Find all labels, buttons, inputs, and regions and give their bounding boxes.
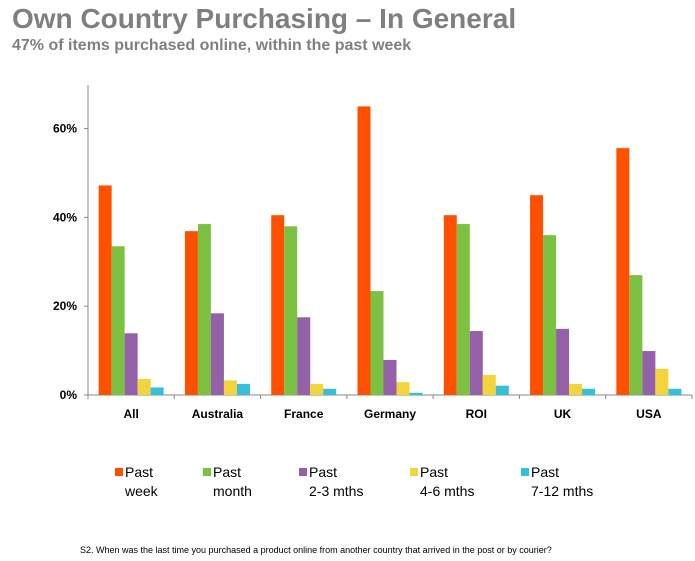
y-tick-label: 20%: [53, 299, 77, 313]
bar: [569, 383, 583, 395]
legend-swatch: [299, 468, 307, 476]
bar: [443, 215, 457, 395]
bar: [668, 388, 682, 395]
legend-swatch: [203, 468, 211, 476]
bar: [396, 382, 410, 395]
bar: [383, 359, 397, 395]
x-tick-label: UK: [554, 407, 572, 421]
plot-area: 0% 20% 40% 60% All Australia France Germany ROI U…: [53, 85, 693, 421]
bar: [642, 351, 656, 395]
bar: [98, 185, 112, 395]
bar: [137, 379, 151, 395]
bar: [357, 106, 371, 396]
legend-swatch: [410, 468, 418, 476]
bar: [469, 331, 483, 395]
legend-label: month: [213, 483, 252, 499]
bar: [495, 385, 509, 395]
bar: [236, 383, 250, 395]
x-tick-label: Australia: [192, 407, 244, 421]
y-tick-label: 40%: [53, 210, 77, 224]
bar: [210, 313, 224, 395]
bar: [409, 392, 423, 395]
bar: [556, 328, 570, 395]
bar: [310, 383, 324, 395]
bar: [323, 388, 337, 395]
legend-swatch: [115, 468, 123, 476]
bar: [111, 246, 125, 395]
x-tick-label: France: [284, 407, 324, 421]
footnote: S2. When was the last time you purchased…: [80, 545, 552, 555]
legend-label: Past: [125, 464, 153, 480]
y-tick-label: 0%: [60, 388, 78, 402]
bar: [223, 380, 237, 395]
legend-label: week: [124, 483, 159, 499]
bar: [543, 235, 557, 395]
legend-label: 2-3 mths: [309, 483, 363, 499]
bar: [271, 215, 285, 395]
bar: [482, 375, 496, 395]
legend-label: 7-12 mths: [531, 483, 593, 499]
legend-label: 4-6 mths: [420, 483, 474, 499]
bar: [184, 231, 198, 395]
bar: [370, 291, 384, 395]
bar: [284, 226, 298, 395]
bar: [297, 317, 311, 395]
x-tick-label: Germany: [364, 407, 416, 421]
legend: Past week Past month Past 2-3 mths Past 4-6 mth…: [115, 464, 593, 499]
legend-swatch: [521, 468, 529, 476]
bar: [629, 275, 643, 395]
bar: [655, 368, 669, 395]
bar: [616, 148, 630, 395]
legend-label: Past: [213, 464, 241, 480]
bar: [456, 224, 470, 395]
bar: [197, 224, 211, 395]
x-tick-label: USA: [636, 407, 662, 421]
bar: [124, 333, 138, 395]
chart-title: Own Country Purchasing – In General: [12, 3, 516, 34]
bar: [582, 388, 596, 395]
y-tick-label: 60%: [53, 122, 77, 136]
chart-subtitle: 47% of items purchased online, within th…: [12, 37, 411, 54]
legend-label: Past: [309, 464, 337, 480]
x-tick-label: ROI: [466, 407, 487, 421]
legend-label: Past: [420, 464, 448, 480]
bar: [150, 387, 164, 395]
bar: [530, 195, 544, 395]
legend-label: Past: [531, 464, 559, 480]
x-tick-label: All: [123, 407, 138, 421]
